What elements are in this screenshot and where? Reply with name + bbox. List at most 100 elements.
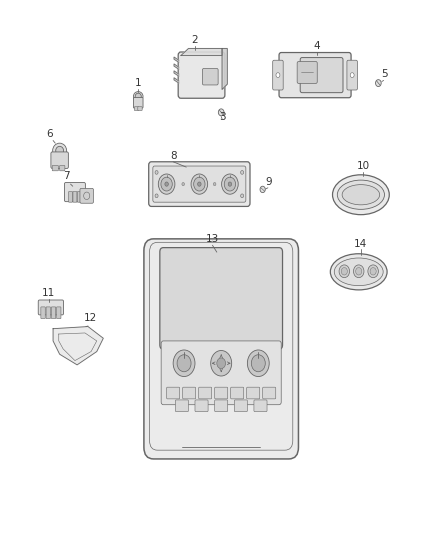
FancyBboxPatch shape <box>134 98 143 108</box>
FancyBboxPatch shape <box>64 182 85 201</box>
FancyBboxPatch shape <box>234 400 247 411</box>
Polygon shape <box>181 49 222 55</box>
FancyBboxPatch shape <box>347 60 357 90</box>
Ellipse shape <box>339 265 350 278</box>
FancyBboxPatch shape <box>134 107 139 110</box>
Ellipse shape <box>228 182 232 186</box>
Ellipse shape <box>158 174 175 194</box>
Ellipse shape <box>155 194 158 198</box>
Ellipse shape <box>135 93 141 100</box>
FancyBboxPatch shape <box>202 68 218 85</box>
Text: 10: 10 <box>357 161 370 171</box>
Text: 6: 6 <box>47 129 53 139</box>
FancyBboxPatch shape <box>166 387 180 399</box>
FancyBboxPatch shape <box>78 191 81 202</box>
Ellipse shape <box>260 186 265 192</box>
Text: 11: 11 <box>42 288 55 298</box>
FancyBboxPatch shape <box>153 166 246 202</box>
FancyBboxPatch shape <box>297 62 317 83</box>
Ellipse shape <box>350 72 354 77</box>
Polygon shape <box>174 64 179 69</box>
FancyBboxPatch shape <box>215 387 228 399</box>
Ellipse shape <box>368 265 378 278</box>
Ellipse shape <box>276 72 280 77</box>
Ellipse shape <box>240 194 244 198</box>
Ellipse shape <box>211 351 232 376</box>
Ellipse shape <box>191 174 208 194</box>
Ellipse shape <box>182 182 184 185</box>
FancyBboxPatch shape <box>144 239 298 459</box>
FancyBboxPatch shape <box>51 152 68 168</box>
Ellipse shape <box>353 265 364 278</box>
FancyBboxPatch shape <box>57 307 61 319</box>
FancyBboxPatch shape <box>273 60 283 90</box>
Text: 7: 7 <box>63 172 70 181</box>
FancyBboxPatch shape <box>69 191 73 202</box>
FancyBboxPatch shape <box>300 58 343 93</box>
FancyBboxPatch shape <box>263 387 276 399</box>
FancyBboxPatch shape <box>138 107 142 110</box>
FancyBboxPatch shape <box>175 400 188 411</box>
Ellipse shape <box>332 175 389 215</box>
Ellipse shape <box>219 109 224 116</box>
FancyBboxPatch shape <box>195 400 208 411</box>
Ellipse shape <box>194 177 205 191</box>
Ellipse shape <box>224 177 236 191</box>
Ellipse shape <box>240 171 244 174</box>
Text: 5: 5 <box>381 69 388 79</box>
FancyBboxPatch shape <box>254 400 267 411</box>
Ellipse shape <box>251 355 265 372</box>
Text: 3: 3 <box>219 112 226 122</box>
Ellipse shape <box>177 355 191 372</box>
Ellipse shape <box>165 182 168 186</box>
Ellipse shape <box>337 180 385 209</box>
FancyBboxPatch shape <box>38 300 64 315</box>
FancyBboxPatch shape <box>41 307 45 319</box>
Text: 8: 8 <box>170 151 177 161</box>
Text: 9: 9 <box>265 177 272 187</box>
Ellipse shape <box>356 268 362 275</box>
FancyBboxPatch shape <box>183 387 196 399</box>
FancyBboxPatch shape <box>52 165 58 171</box>
FancyBboxPatch shape <box>247 387 260 399</box>
FancyBboxPatch shape <box>279 53 351 98</box>
Text: 2: 2 <box>192 35 198 45</box>
Ellipse shape <box>217 358 226 368</box>
Text: 1: 1 <box>135 78 141 88</box>
Polygon shape <box>222 49 227 90</box>
Ellipse shape <box>213 182 216 185</box>
FancyBboxPatch shape <box>149 162 250 206</box>
Ellipse shape <box>56 147 64 155</box>
FancyBboxPatch shape <box>46 307 50 319</box>
Text: 14: 14 <box>354 239 367 249</box>
Ellipse shape <box>334 258 383 286</box>
Text: 13: 13 <box>206 233 219 244</box>
Ellipse shape <box>161 177 172 191</box>
Ellipse shape <box>53 143 67 158</box>
Ellipse shape <box>222 174 238 194</box>
FancyBboxPatch shape <box>51 307 56 319</box>
Ellipse shape <box>134 92 143 101</box>
FancyBboxPatch shape <box>160 248 283 349</box>
FancyBboxPatch shape <box>80 188 93 203</box>
Text: 4: 4 <box>314 41 321 51</box>
Text: 12: 12 <box>84 313 97 324</box>
FancyBboxPatch shape <box>198 387 212 399</box>
Ellipse shape <box>330 254 387 290</box>
Ellipse shape <box>198 182 201 186</box>
FancyBboxPatch shape <box>231 387 244 399</box>
FancyBboxPatch shape <box>178 52 225 98</box>
Polygon shape <box>53 327 103 365</box>
Ellipse shape <box>173 350 195 376</box>
FancyBboxPatch shape <box>73 191 77 202</box>
Polygon shape <box>174 78 179 83</box>
Ellipse shape <box>342 184 380 205</box>
Ellipse shape <box>375 79 381 86</box>
Ellipse shape <box>341 268 347 275</box>
Ellipse shape <box>155 171 158 174</box>
FancyBboxPatch shape <box>215 400 228 411</box>
Polygon shape <box>174 57 179 62</box>
Polygon shape <box>174 71 179 76</box>
Ellipse shape <box>247 350 269 376</box>
Ellipse shape <box>370 268 376 275</box>
